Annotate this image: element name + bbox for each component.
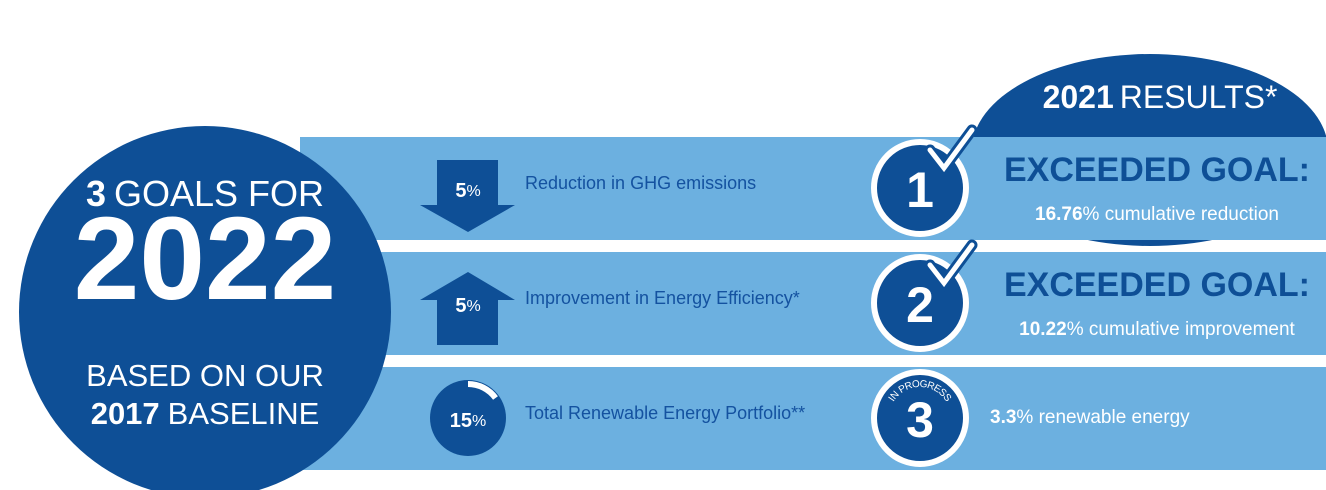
- goal-value: 5%: [455, 295, 480, 317]
- status: EXCEEDED GOAL:: [1004, 266, 1310, 304]
- pie-base: [430, 380, 506, 456]
- result-number: 3.3: [990, 407, 1016, 428]
- goal-number: 5: [455, 180, 466, 202]
- baseline-line: 2017 BASELINE: [91, 396, 320, 431]
- result: 10.22% cumulative improvement: [1019, 319, 1295, 340]
- number-circle: [871, 369, 969, 467]
- results-header: 2021 RESULTS*: [1043, 79, 1278, 115]
- goal-label: Reduction in GHG emissions: [525, 173, 756, 193]
- result-number: 10.22: [1019, 319, 1067, 340]
- result-text: % renewable energy: [1016, 407, 1190, 428]
- goal-index: 1: [906, 162, 934, 218]
- down-arrow: [420, 160, 515, 232]
- goals-year: 2022: [74, 193, 337, 325]
- pie-arc: [467, 381, 498, 400]
- goal-unit: %: [466, 183, 480, 200]
- result-text: % cumulative improvement: [1067, 319, 1296, 340]
- checkmark: [927, 127, 975, 173]
- status: EXCEEDED GOAL:: [1004, 151, 1310, 189]
- checkmark: [927, 242, 975, 288]
- goals-title: 3 GOALS FOR: [86, 173, 324, 214]
- goal-label: Improvement in Energy Efficiency*: [525, 288, 800, 308]
- goal-label: Total Renewable Energy Portfolio**: [525, 403, 805, 423]
- goal-index: 3: [906, 392, 934, 448]
- result-text: % cumulative reduction: [1083, 204, 1279, 225]
- result-number: 16.76: [1035, 204, 1083, 225]
- up-arrow: [420, 272, 515, 345]
- result: 16.76% cumulative reduction: [1035, 204, 1279, 225]
- goal-number: 5: [455, 295, 466, 317]
- goal-unit: %: [466, 298, 480, 315]
- goal-value: 15%: [450, 410, 486, 432]
- goal-unit: %: [472, 413, 486, 430]
- goal-value: 5%: [455, 180, 480, 202]
- result: 3.3% renewable energy: [990, 407, 1190, 428]
- goal-number: 15: [450, 410, 472, 432]
- baseline-line: BASED ON OUR: [86, 358, 324, 393]
- goal-index: 2: [906, 277, 934, 333]
- goals-circle: [19, 126, 391, 490]
